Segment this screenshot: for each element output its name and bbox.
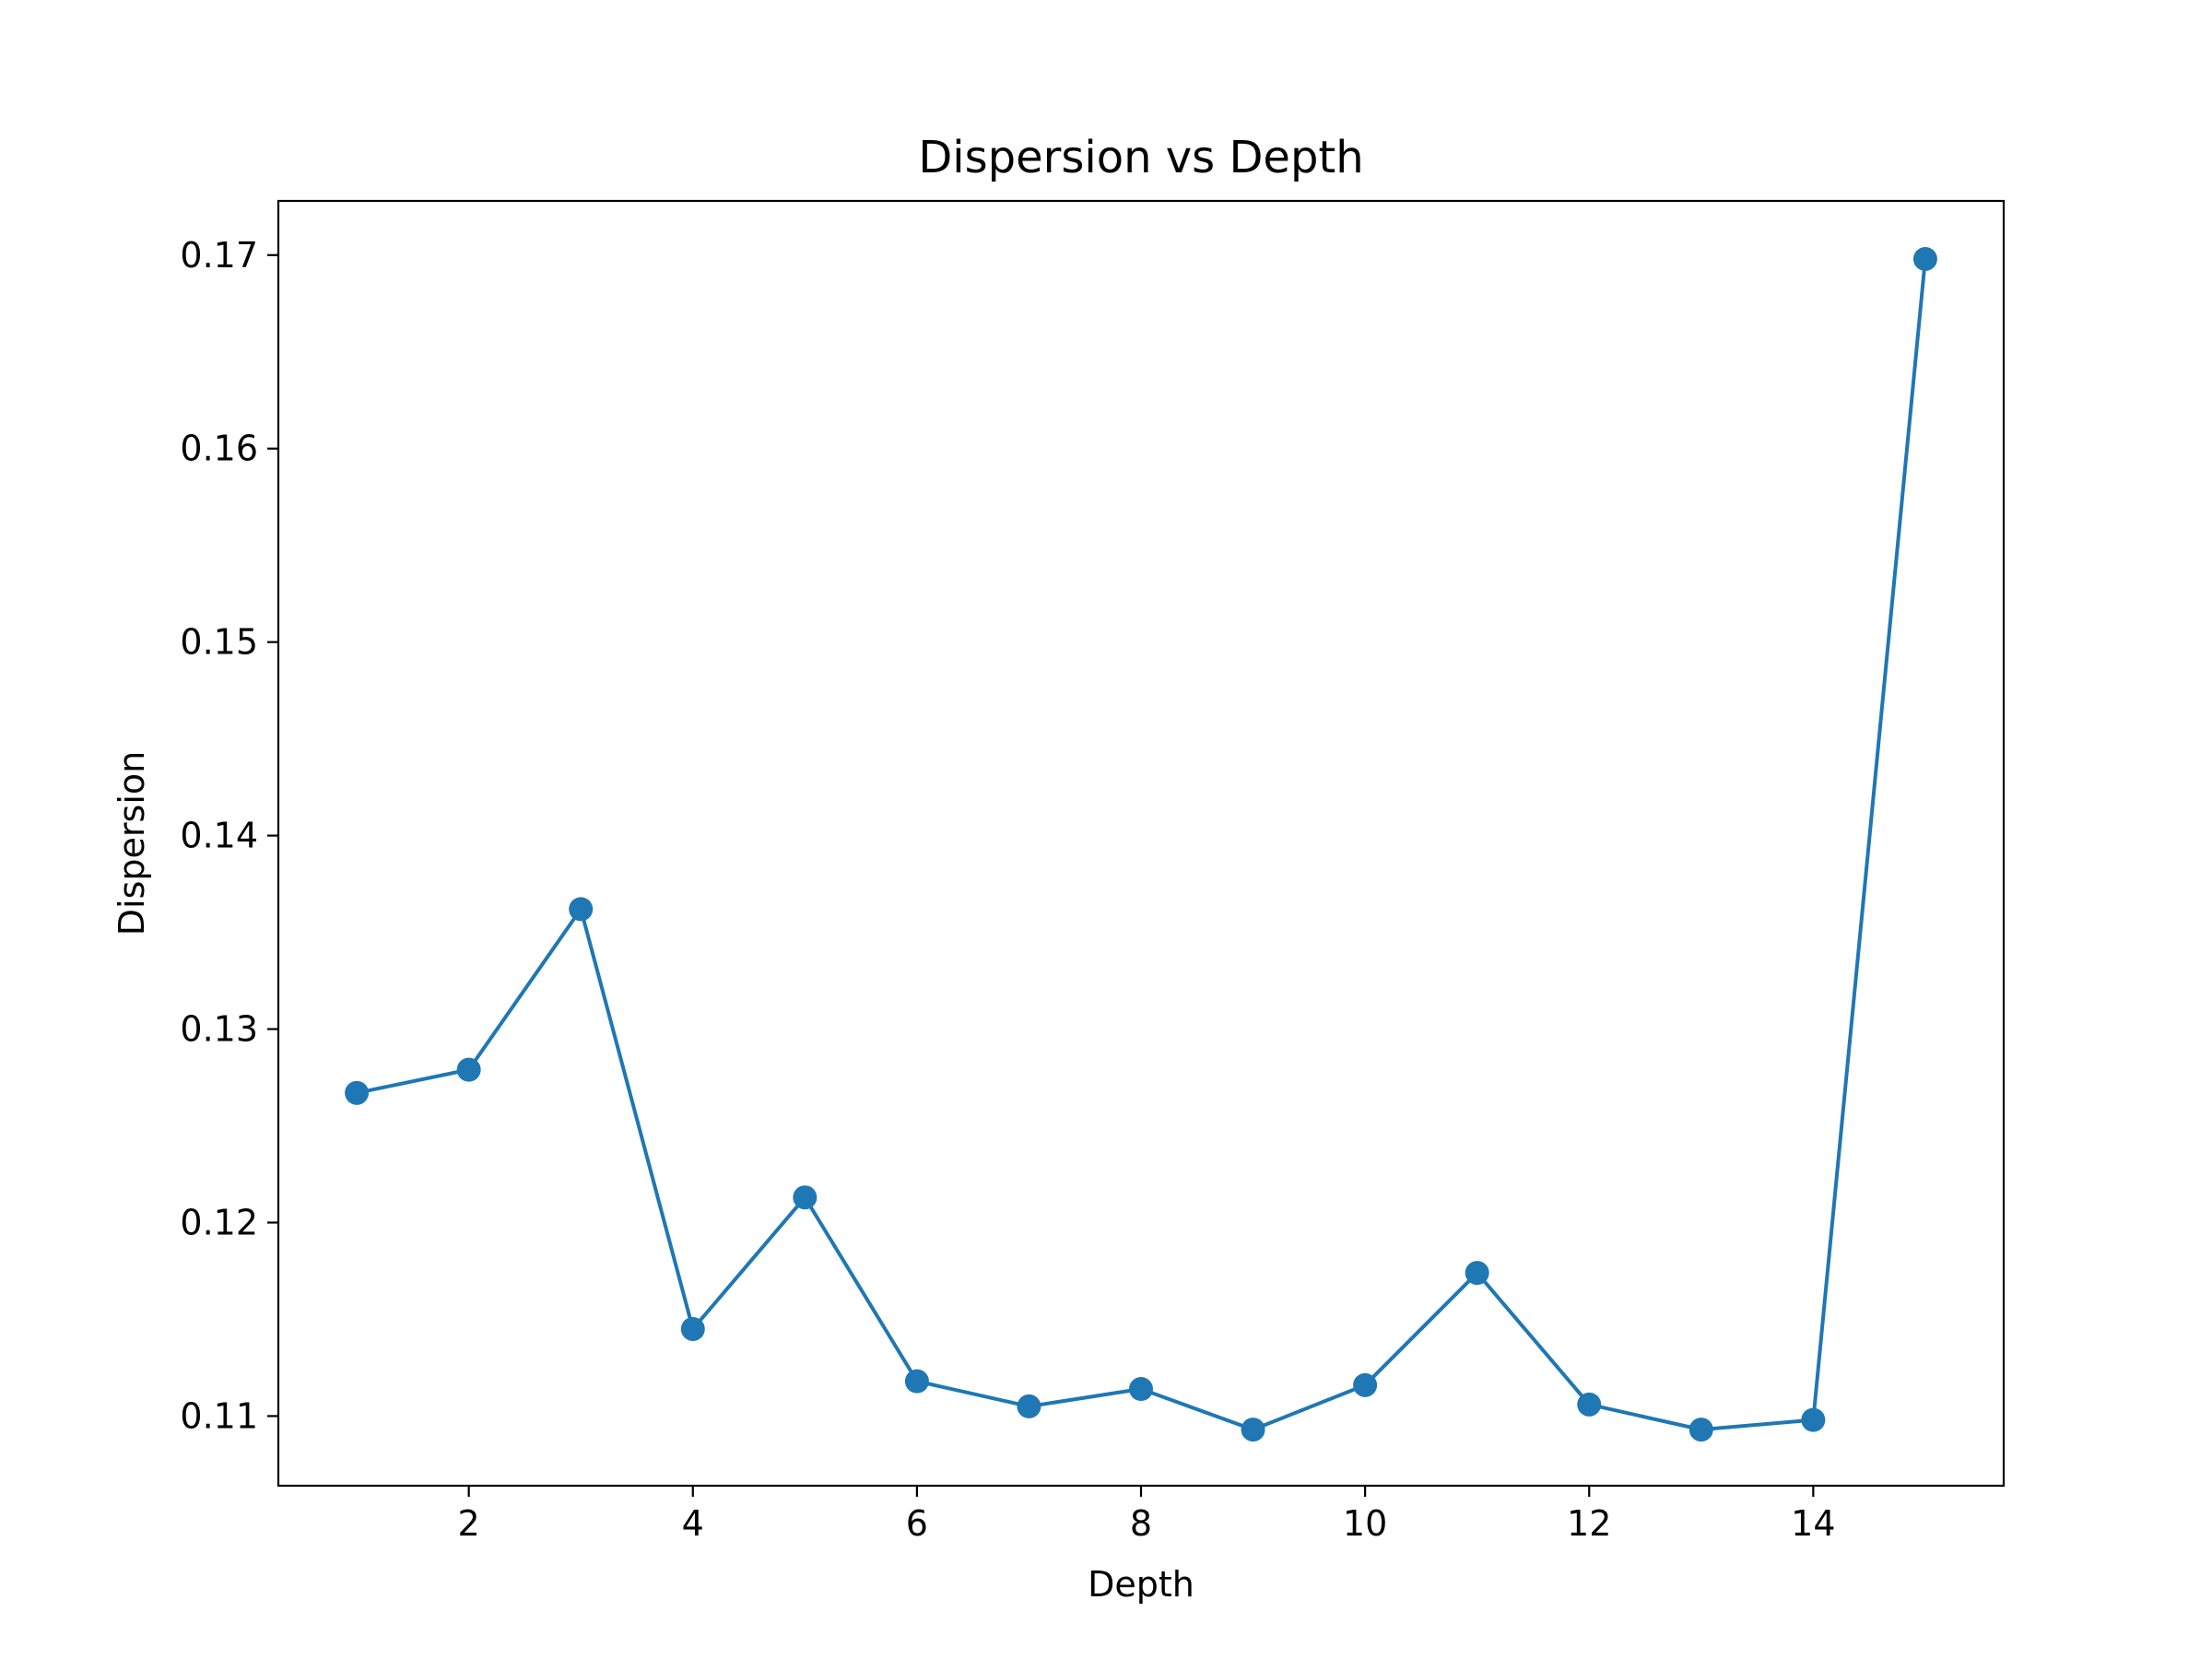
data-point — [1017, 1394, 1041, 1418]
chart-title: Dispersion vs Depth — [918, 132, 1363, 183]
data-point — [1688, 1418, 1713, 1442]
y-tick-label: 0.14 — [180, 816, 258, 856]
data-point — [904, 1369, 929, 1394]
x-tick-label: 4 — [682, 1503, 704, 1544]
plot-frame — [276, 199, 2006, 1488]
data-point — [1912, 246, 1937, 271]
x-axis-ticks: 2 4 6 8 10 12 14 — [458, 1486, 1836, 1544]
x-tick-label: 8 — [1130, 1503, 1152, 1544]
y-axis-label: Dispersion — [112, 751, 152, 935]
data-point — [456, 1057, 481, 1082]
data-point — [345, 1080, 370, 1105]
data-point — [1241, 1418, 1265, 1442]
x-tick-label: 12 — [1567, 1503, 1611, 1544]
x-axis-label: Depth — [1088, 1564, 1194, 1605]
data-point — [1801, 1407, 1826, 1432]
x-tick-label: 6 — [906, 1503, 928, 1544]
data-point — [569, 897, 594, 922]
data-point — [1465, 1261, 1489, 1286]
y-axis-ticks: 0.11 0.12 0.13 0.14 0.15 0.16 0.17 — [180, 235, 278, 1436]
data-point — [1129, 1377, 1153, 1402]
data-point — [680, 1316, 705, 1341]
y-tick-label: 0.11 — [180, 1395, 258, 1436]
y-tick-label: 0.12 — [180, 1202, 258, 1242]
data-point — [1577, 1392, 1602, 1417]
series-layer — [345, 246, 1937, 1442]
x-tick-label: 10 — [1343, 1503, 1387, 1544]
x-tick-label: 14 — [1791, 1503, 1835, 1544]
y-tick-label: 0.13 — [180, 1009, 258, 1050]
x-tick-label: 2 — [458, 1503, 480, 1544]
y-tick-label: 0.16 — [180, 429, 258, 469]
y-tick-label: 0.15 — [180, 622, 258, 663]
y-tick-label: 0.17 — [180, 235, 258, 276]
data-point — [793, 1185, 818, 1210]
data-point — [1353, 1372, 1378, 1397]
